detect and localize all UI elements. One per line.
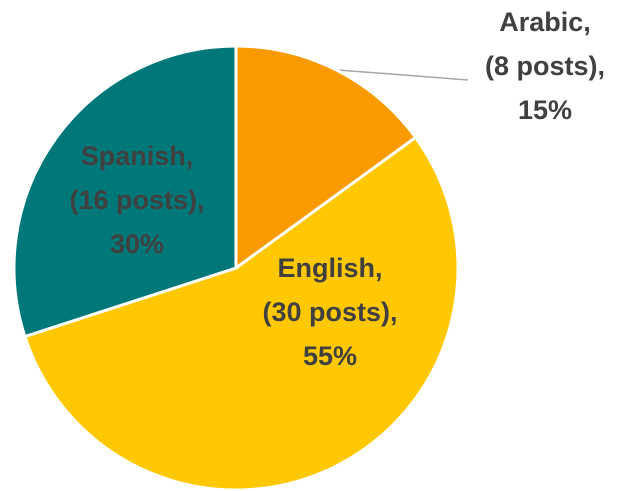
pie-slice bbox=[12, 44, 238, 339]
data-label: (8 posts), bbox=[485, 51, 605, 81]
data-label: Arabic, bbox=[499, 7, 591, 37]
data-label: English, bbox=[277, 253, 382, 283]
data-label: 55% bbox=[303, 341, 357, 371]
data-label: 15% bbox=[518, 95, 572, 125]
data-label: (30 posts), bbox=[262, 297, 397, 327]
data-label: Spanish, bbox=[81, 141, 194, 171]
pie-slice bbox=[22, 135, 460, 491]
leader-line bbox=[337, 69, 469, 81]
pie-slice bbox=[234, 44, 418, 271]
data-label: (16 posts), bbox=[69, 185, 204, 215]
data-label: 30% bbox=[110, 229, 164, 259]
